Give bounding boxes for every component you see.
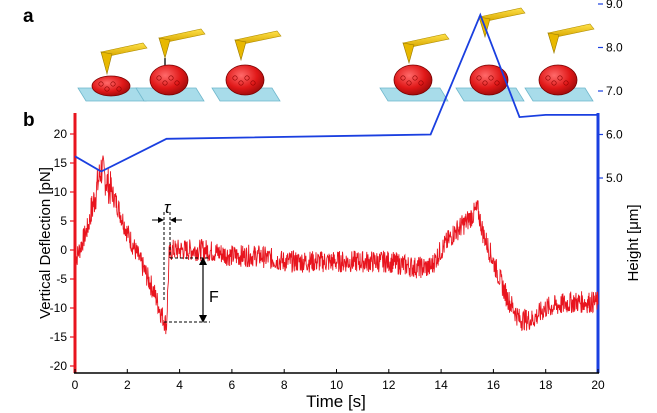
cantilever-tip xyxy=(158,37,171,60)
x-tick-label: 14 xyxy=(434,378,448,392)
cell-texture xyxy=(406,80,412,86)
x-tick-label: 20 xyxy=(591,378,605,392)
right-tick-label: 8.0 xyxy=(606,41,623,55)
cell-texture xyxy=(476,75,482,81)
deflection-series-line xyxy=(74,155,599,335)
cell-texture xyxy=(168,75,174,81)
cell-texture xyxy=(557,75,563,81)
cell-illustration xyxy=(524,23,595,102)
cell-texture xyxy=(488,75,494,81)
left-tick-label: 0 xyxy=(60,243,67,257)
left-tick-label: -20 xyxy=(50,359,68,373)
right-tick-label: 9.0 xyxy=(606,0,623,11)
right-tick-label: 6.0 xyxy=(606,128,623,142)
cell xyxy=(469,64,509,96)
annotations: τ F xyxy=(152,198,219,323)
cell-texture xyxy=(494,80,500,86)
tau-label: τ xyxy=(164,198,172,217)
cell-texture xyxy=(110,81,116,87)
x-tick-label: 10 xyxy=(330,378,344,392)
cell xyxy=(149,64,189,96)
cell-illustrations xyxy=(77,7,595,102)
cell-illustration xyxy=(455,7,526,102)
x-tick-label: 0 xyxy=(72,378,79,392)
cell-texture xyxy=(482,80,488,86)
cell-illustration xyxy=(379,33,450,102)
y-axis-left-title: Vertical Deflection [pN] xyxy=(37,167,54,319)
cell-texture xyxy=(98,81,104,87)
cell xyxy=(225,64,265,96)
force-label: F xyxy=(209,289,219,306)
cell-texture xyxy=(545,75,551,81)
y-axis-right-title: Height [μm] xyxy=(625,205,642,282)
x-tick-label: 4 xyxy=(176,378,183,392)
cell-texture xyxy=(551,80,557,86)
right-ticks: 9.0 8.0 7.0 6.0 5.0 xyxy=(598,0,623,185)
left-tick-label: 20 xyxy=(54,127,68,141)
left-tick-label: -15 xyxy=(50,330,68,344)
cell-texture xyxy=(244,75,250,81)
x-axis-title: Time [s] xyxy=(306,392,366,411)
tau-arrowhead-left xyxy=(158,217,164,223)
x-tick-label: 12 xyxy=(382,378,396,392)
cell-texture xyxy=(412,75,418,81)
x-ticks: 0 2 4 6 8 10 12 14 16 18 20 xyxy=(72,369,605,392)
x-tick-label: 18 xyxy=(539,378,553,392)
cantilever-tip xyxy=(402,42,415,65)
x-tick-label: 16 xyxy=(487,378,501,392)
left-ticks: 20 15 10 5 0 -5 -10 -15 -20 xyxy=(50,127,75,373)
cell-texture xyxy=(238,80,244,86)
x-tick-label: 2 xyxy=(124,378,131,392)
cell-texture xyxy=(162,80,168,86)
left-tick-label: 5 xyxy=(60,214,67,228)
x-tick-label: 6 xyxy=(229,378,236,392)
cell-texture xyxy=(250,80,256,86)
left-tick-label: -5 xyxy=(56,272,67,286)
cell-texture xyxy=(104,86,110,92)
left-tick-label: -10 xyxy=(50,301,68,315)
cell-illustration xyxy=(77,42,148,102)
right-tick-label: 7.0 xyxy=(606,84,623,98)
cell-texture xyxy=(563,80,569,86)
force-arrowhead-top xyxy=(199,257,207,265)
cell-illustration xyxy=(135,28,206,102)
force-arrowhead-bottom xyxy=(199,315,207,323)
cell-texture xyxy=(156,75,162,81)
cell-texture xyxy=(116,86,122,92)
cell-texture xyxy=(174,80,180,86)
cantilever-tip xyxy=(547,32,560,55)
left-tick-label: 15 xyxy=(54,156,68,170)
cell-illustration xyxy=(211,30,282,102)
cell xyxy=(91,75,131,97)
cell-texture xyxy=(418,80,424,86)
cell xyxy=(538,64,578,96)
right-tick-label: 5.0 xyxy=(606,171,623,185)
cantilever-tip xyxy=(234,39,247,62)
cell xyxy=(393,64,433,96)
cell-texture xyxy=(400,75,406,81)
left-tick-label: 10 xyxy=(54,185,68,199)
tau-arrowhead-right xyxy=(170,217,176,223)
height-series-line xyxy=(74,12,598,173)
x-tick-label: 8 xyxy=(281,378,288,392)
cantilever-tip xyxy=(100,51,113,76)
cell-texture xyxy=(232,75,238,81)
panel-letter-b: b xyxy=(23,110,35,131)
panel-letter-a: a xyxy=(23,6,34,27)
